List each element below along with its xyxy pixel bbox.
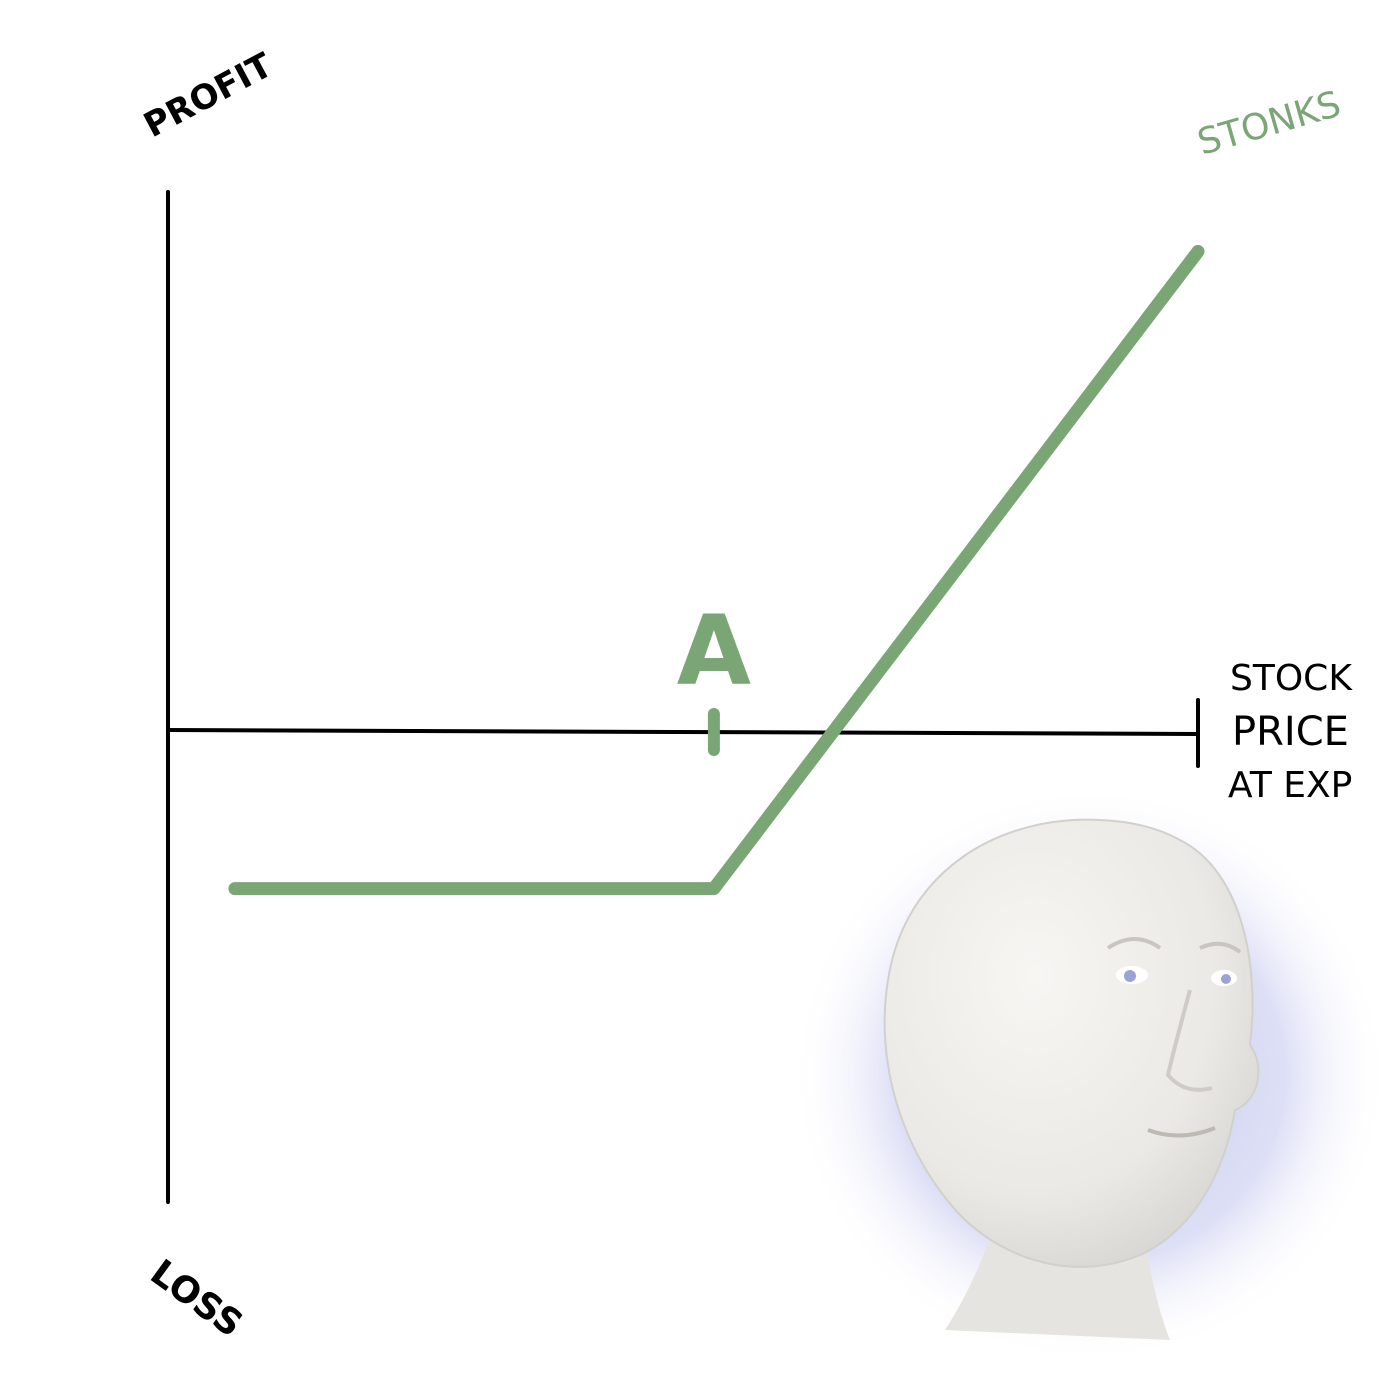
y-axis-top-label: PROFIT [137, 45, 279, 146]
payoff-line-series-0 [228, 244, 1205, 896]
meme-man-figure [790, 785, 1390, 1365]
x-axis-label: STOCK PRICE AT EXP [1228, 658, 1353, 806]
axes [166, 190, 1200, 1204]
strike-label: A [677, 595, 751, 707]
x-axis-label-line-2: PRICE [1232, 709, 1349, 755]
x-axis-label-line-3: AT EXP [1228, 765, 1352, 806]
x-axis-label-line-1: STOCK [1230, 658, 1353, 699]
strike-marker: A [677, 595, 751, 756]
series-label-stonks: STONKS [1193, 84, 1345, 164]
series-layer [228, 244, 1205, 896]
y-axis-bottom-label: LOSS [143, 1252, 250, 1345]
x-axis-line [166, 728, 1200, 736]
